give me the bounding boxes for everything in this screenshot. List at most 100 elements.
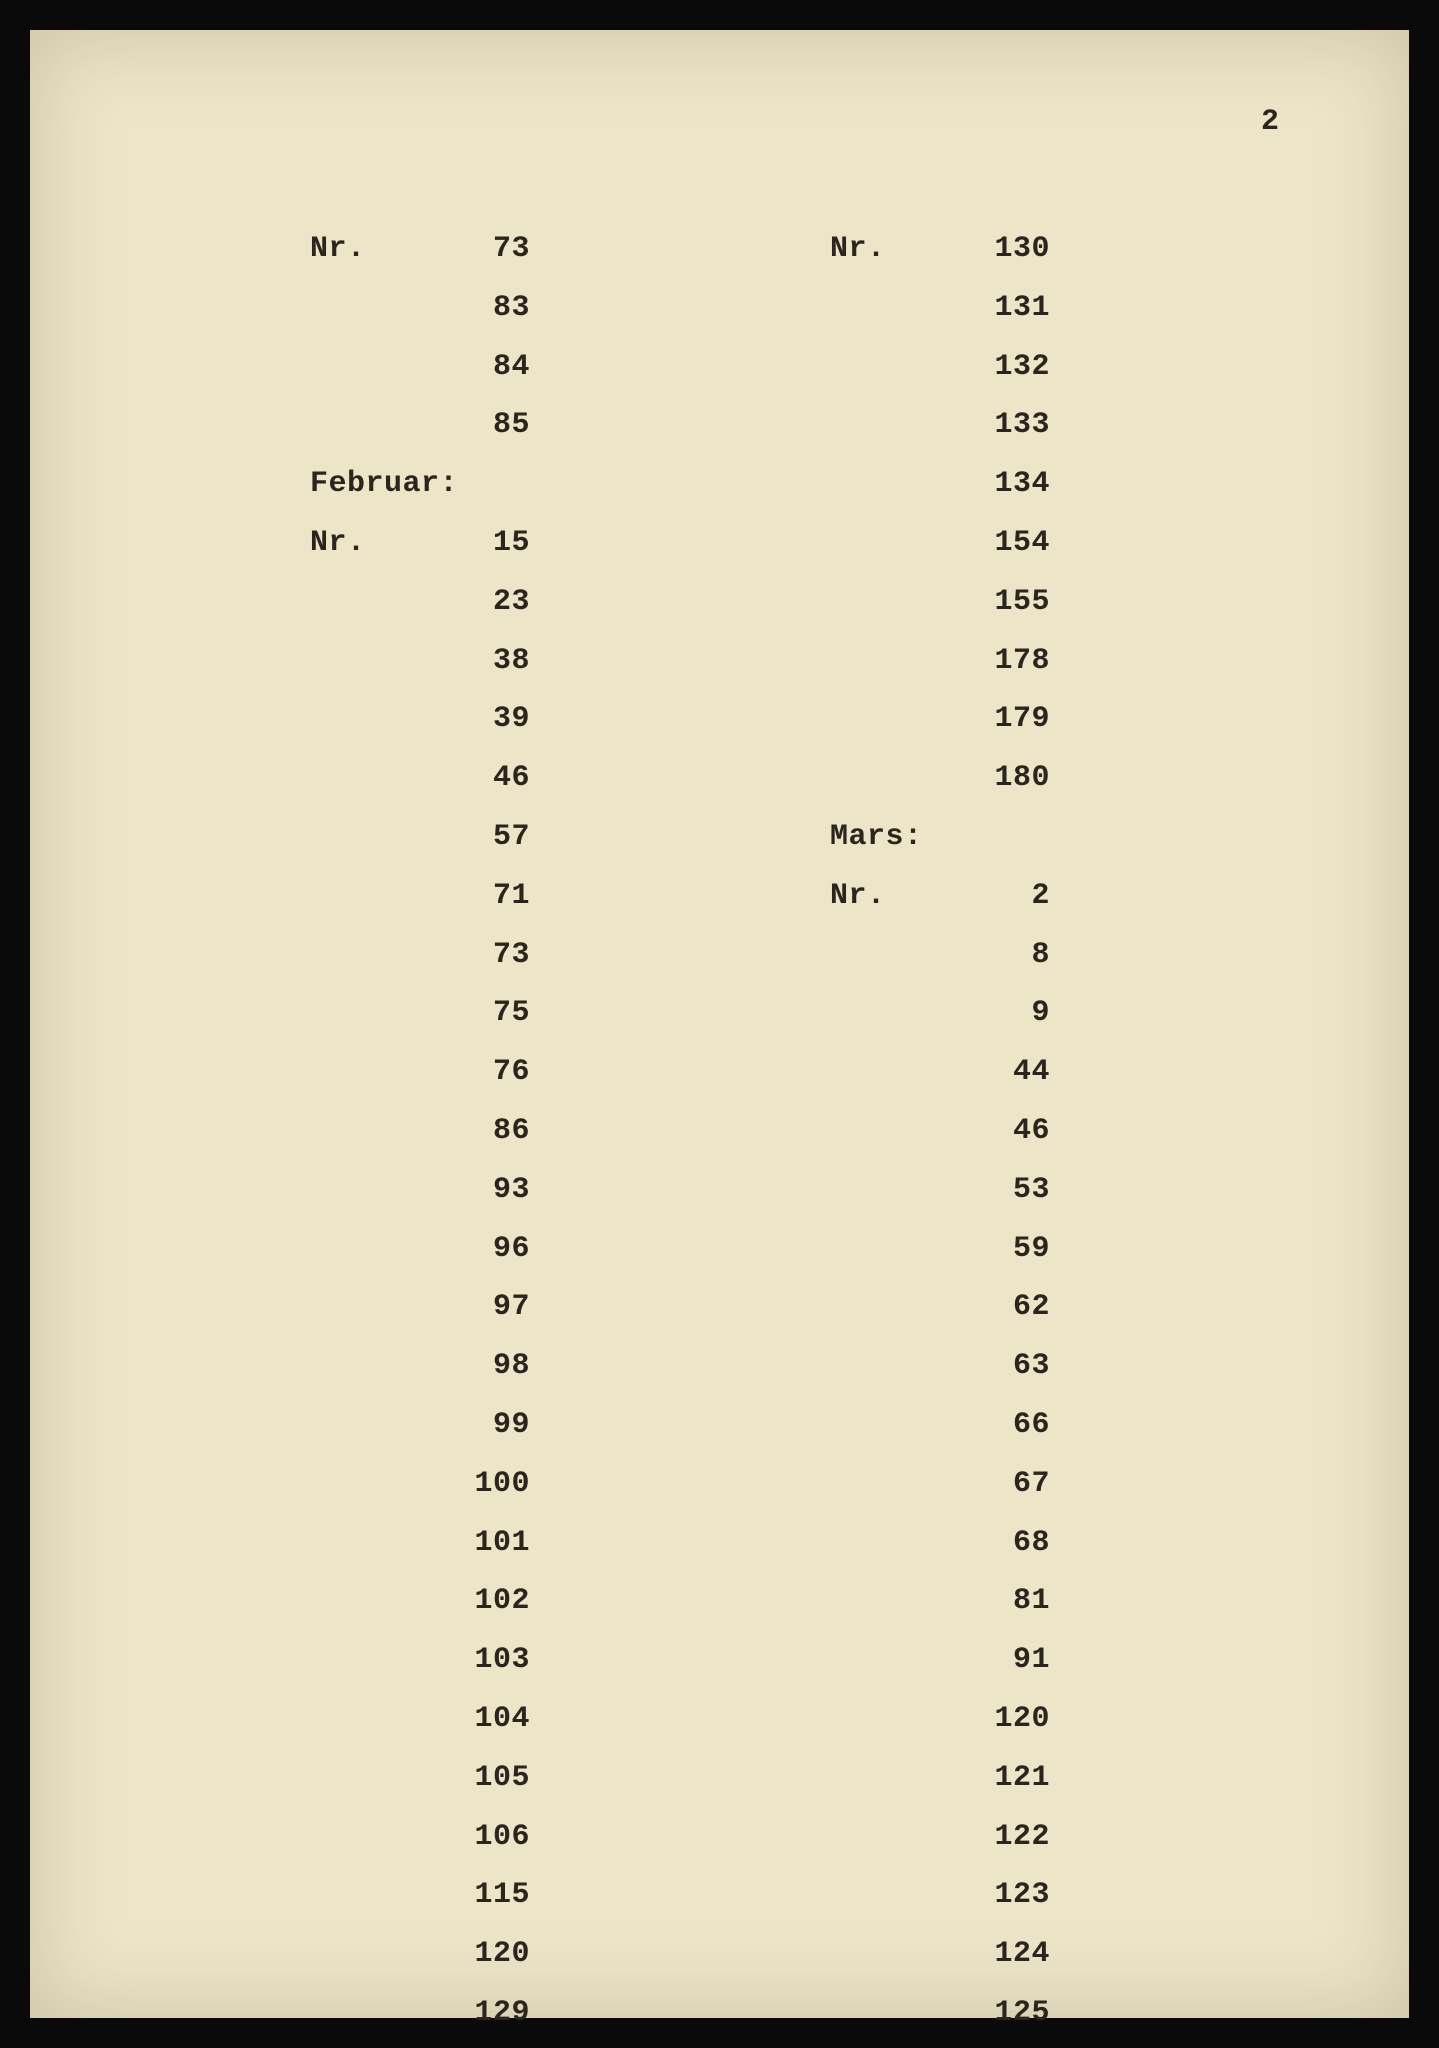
list-row: 123 <box>830 1866 1130 1925</box>
list-row: 121 <box>830 1749 1130 1808</box>
row-number: 102 <box>450 1572 530 1631</box>
list-row: Nr.130 <box>830 220 1130 279</box>
list-row: Nr.73 <box>310 220 610 279</box>
row-number: 124 <box>970 1925 1050 1984</box>
list-row: 86 <box>310 1102 610 1161</box>
list-row: 62 <box>830 1278 1130 1337</box>
document-page: 2 Nr.73838485Februar:Nr.1523383946577173… <box>30 30 1409 2018</box>
row-number: 103 <box>450 1631 530 1690</box>
list-row: 84 <box>310 338 610 397</box>
row-number: 44 <box>970 1043 1050 1102</box>
list-row: 106 <box>310 1808 610 1867</box>
list-row: 101 <box>310 1514 610 1573</box>
list-row: 96 <box>310 1220 610 1279</box>
list-row: 115 <box>310 1866 610 1925</box>
list-row: 102 <box>310 1572 610 1631</box>
list-row: 23 <box>310 573 610 632</box>
list-row: 8 <box>830 926 1130 985</box>
list-row: Februar: <box>310 455 610 514</box>
row-number: 73 <box>450 220 530 279</box>
list-row: 100 <box>310 1455 610 1514</box>
row-number: 71 <box>450 867 530 926</box>
month-heading: Mars: <box>830 820 923 854</box>
list-row: 133 <box>830 396 1130 455</box>
list-row: 83 <box>310 279 610 338</box>
list-row: 68 <box>830 1514 1130 1573</box>
columns-container: Nr.73838485Februar:Nr.152338394657717375… <box>30 220 1409 2018</box>
list-row: 179 <box>830 690 1130 749</box>
row-number: 53 <box>970 1161 1050 1220</box>
row-number: 178 <box>970 632 1050 691</box>
list-row: 103 <box>310 1631 610 1690</box>
row-number: 2 <box>970 867 1050 926</box>
row-number: 57 <box>450 808 530 867</box>
list-row: 99 <box>310 1396 610 1455</box>
row-number: 180 <box>970 749 1050 808</box>
row-number: 97 <box>450 1278 530 1337</box>
row-number: 99 <box>450 1396 530 1455</box>
row-number: 68 <box>970 1514 1050 1573</box>
row-number: 83 <box>450 279 530 338</box>
list-row: Nr.15 <box>310 514 610 573</box>
row-number: 15 <box>450 514 530 573</box>
row-number: 100 <box>450 1455 530 1514</box>
list-row: 71 <box>310 867 610 926</box>
list-row: 134 <box>830 455 1130 514</box>
list-row: 46 <box>830 1102 1130 1161</box>
row-number: 73 <box>450 926 530 985</box>
row-number: 93 <box>450 1161 530 1220</box>
row-prefix: Nr. <box>830 867 970 926</box>
list-row: 131 <box>830 279 1130 338</box>
row-number: 115 <box>450 1866 530 1925</box>
row-number: 75 <box>450 984 530 1043</box>
row-number: 46 <box>450 749 530 808</box>
list-row: 85 <box>310 396 610 455</box>
list-row: 132 <box>830 338 1130 397</box>
row-number: 131 <box>970 279 1050 338</box>
row-number: 86 <box>450 1102 530 1161</box>
row-number: 96 <box>450 1220 530 1279</box>
row-number: 67 <box>970 1455 1050 1514</box>
list-row: 155 <box>830 573 1130 632</box>
list-row: 39 <box>310 690 610 749</box>
list-row: 44 <box>830 1043 1130 1102</box>
list-row: 120 <box>310 1925 610 1984</box>
list-row: 124 <box>830 1925 1130 1984</box>
list-row: 66 <box>830 1396 1130 1455</box>
list-row: 76 <box>310 1043 610 1102</box>
row-number: 123 <box>970 1866 1050 1925</box>
row-number: 104 <box>450 1690 530 1749</box>
row-prefix: Nr. <box>310 514 450 573</box>
row-number: 105 <box>450 1749 530 1808</box>
row-number: 132 <box>970 338 1050 397</box>
list-row: 154 <box>830 514 1130 573</box>
row-number: 134 <box>970 455 1050 514</box>
list-row: 93 <box>310 1161 610 1220</box>
list-row: 104 <box>310 1690 610 1749</box>
row-number: 120 <box>450 1925 530 1984</box>
row-number: 179 <box>970 690 1050 749</box>
row-number: 120 <box>970 1690 1050 1749</box>
left-column: Nr.73838485Februar:Nr.152338394657717375… <box>310 220 610 2043</box>
page-number: 2 <box>1261 105 1279 139</box>
row-number: 38 <box>450 632 530 691</box>
row-number: 8 <box>970 926 1050 985</box>
list-row: 120 <box>830 1690 1130 1749</box>
list-row: 125 <box>830 1984 1130 2043</box>
list-row: Nr.2 <box>830 867 1130 926</box>
row-number: 63 <box>970 1337 1050 1396</box>
row-number: 9 <box>970 984 1050 1043</box>
row-number: 125 <box>970 1984 1050 2043</box>
row-number: 121 <box>970 1749 1050 1808</box>
row-number: 129 <box>450 1984 530 2043</box>
row-number: 76 <box>450 1043 530 1102</box>
row-number: 98 <box>450 1337 530 1396</box>
row-number: 155 <box>970 573 1050 632</box>
row-number: 46 <box>970 1102 1050 1161</box>
row-number: 122 <box>970 1808 1050 1867</box>
row-number: 130 <box>970 220 1050 279</box>
right-column: Nr.130131132133134154155178179180Mars:Nr… <box>830 220 1130 2043</box>
list-row: 180 <box>830 749 1130 808</box>
row-number: 133 <box>970 396 1050 455</box>
row-number: 106 <box>450 1808 530 1867</box>
